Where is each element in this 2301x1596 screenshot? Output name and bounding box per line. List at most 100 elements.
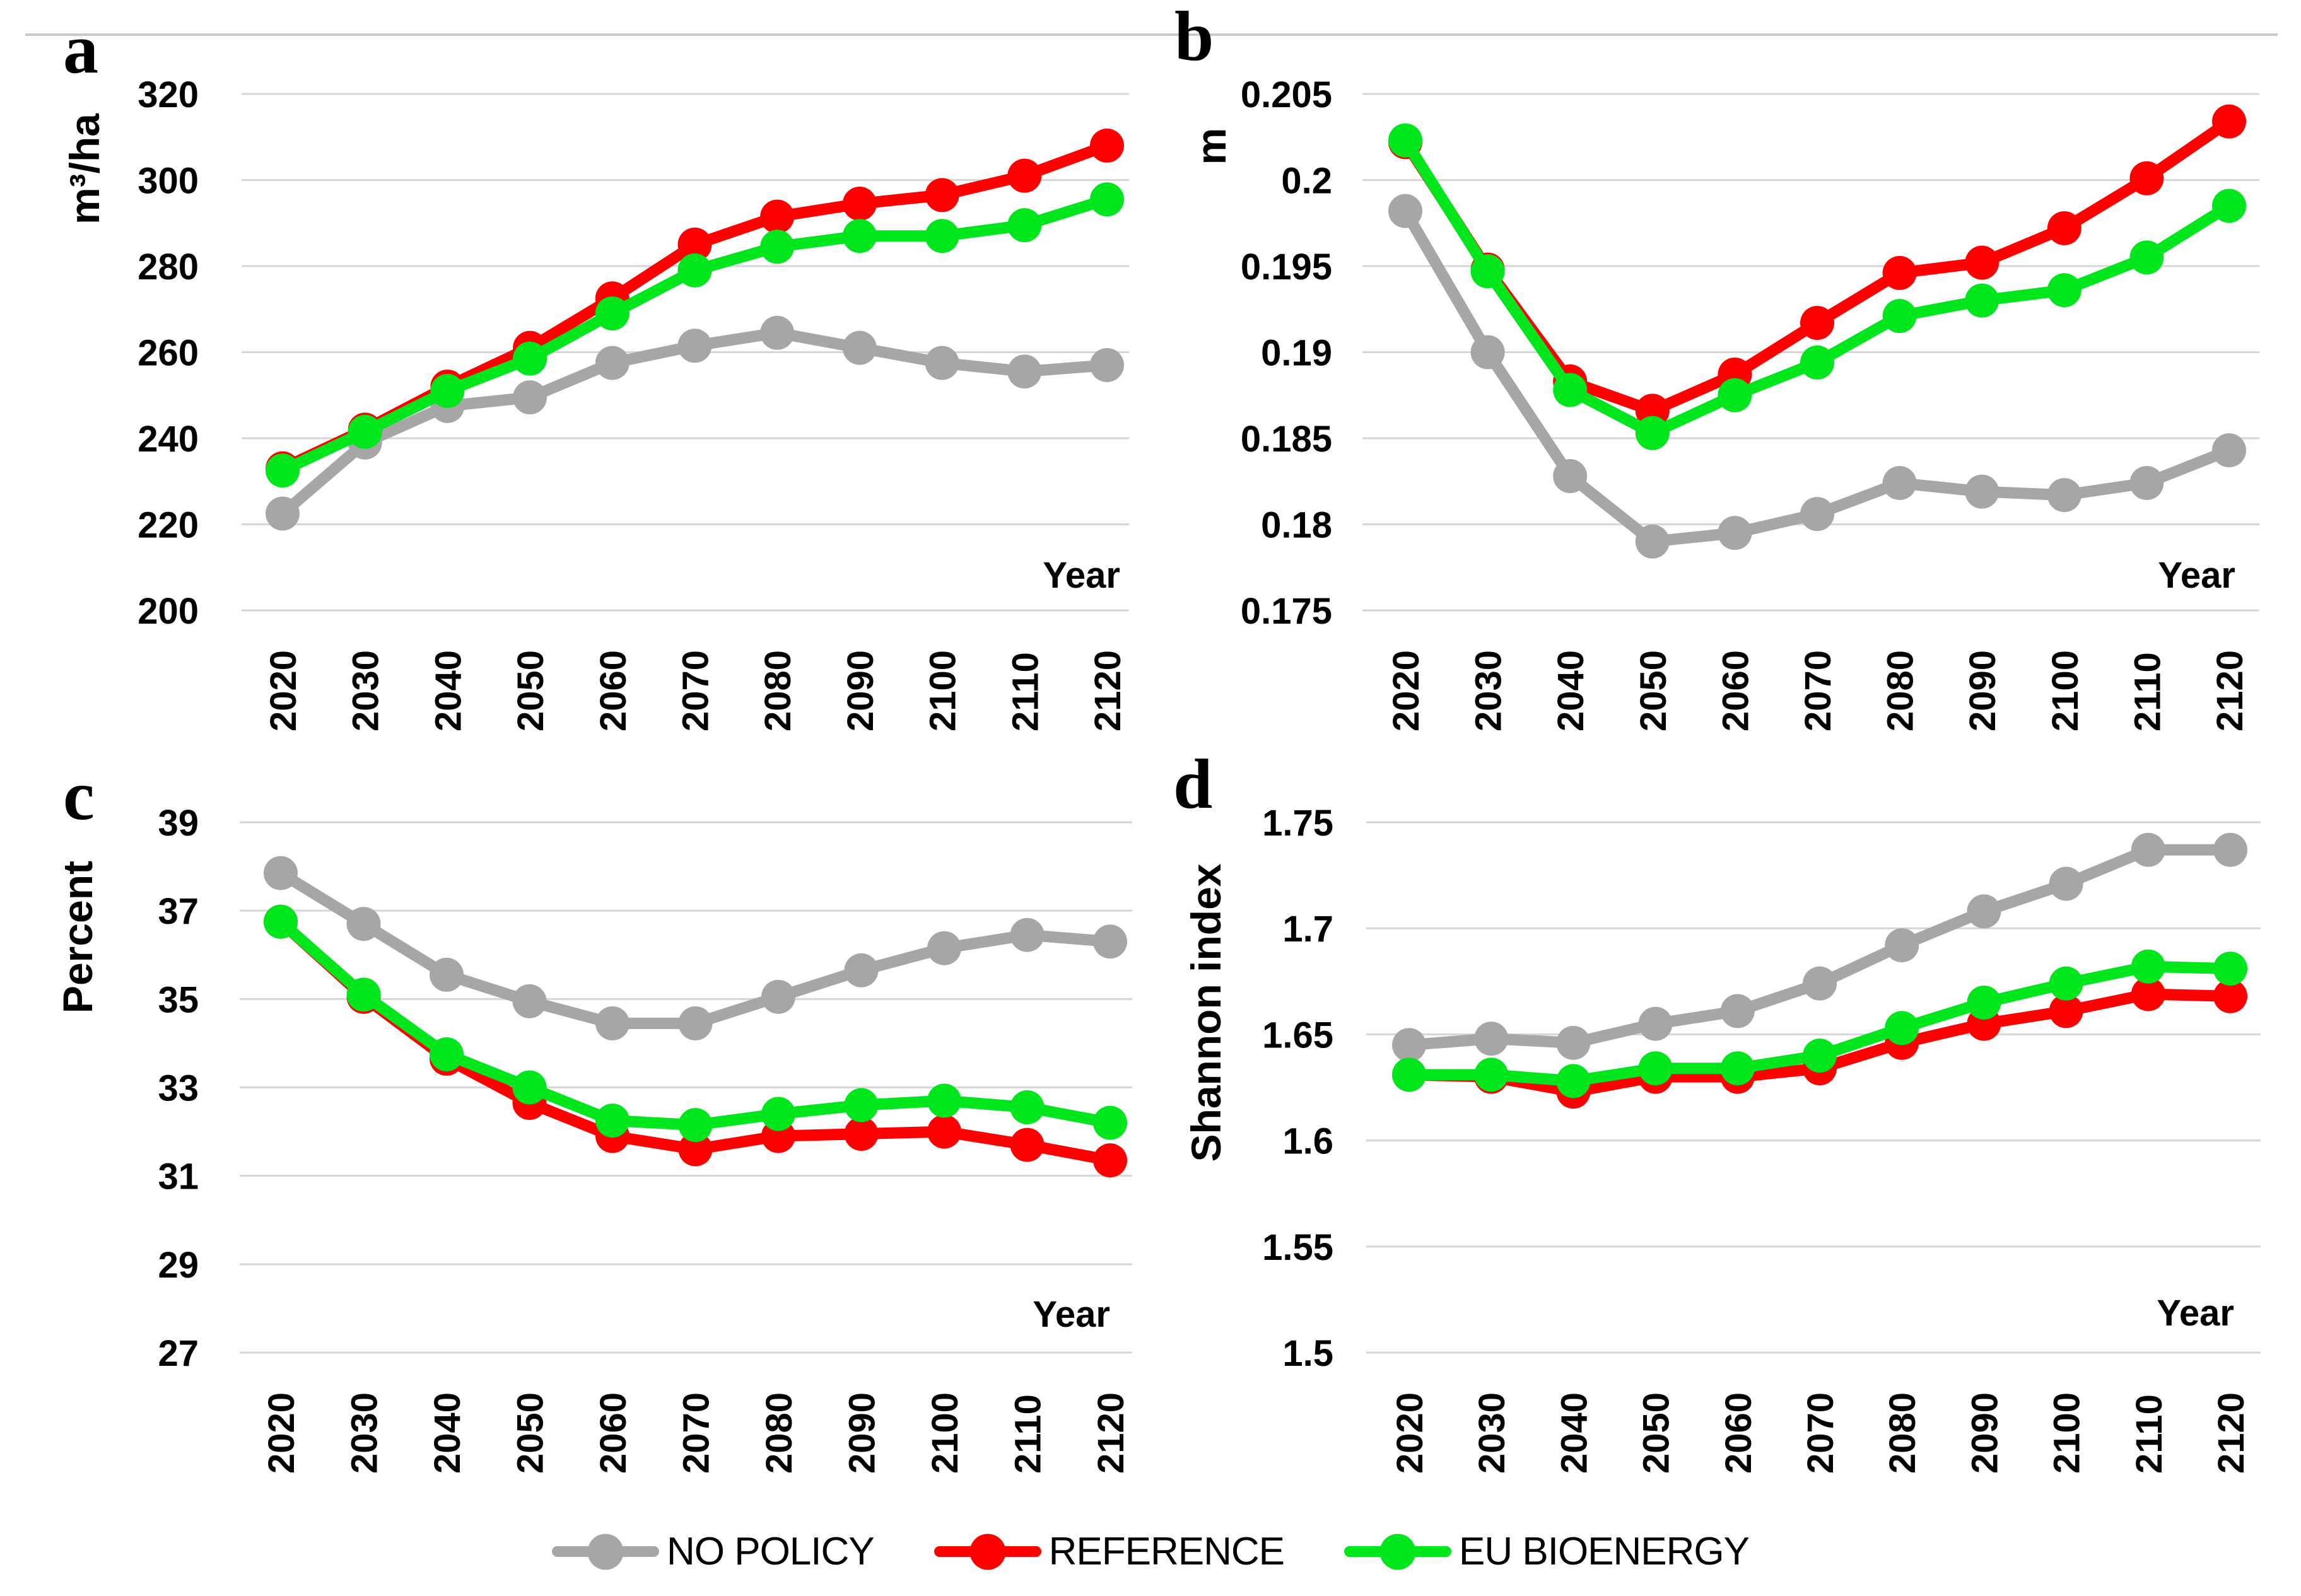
data-point — [2047, 211, 2081, 245]
data-point — [1010, 1090, 1045, 1125]
data-point — [760, 315, 795, 350]
legend-item-eu-bioenergy: EU BIOENERGY — [1344, 1529, 1750, 1573]
data-point — [1010, 917, 1045, 952]
data-point — [1885, 928, 1919, 963]
y-tick-label: 1.65 — [1262, 1015, 1333, 1056]
y-tick-label: 260 — [138, 333, 199, 374]
data-point — [2212, 189, 2246, 223]
legend: NO POLICY REFERENCE EU BIOENERGY — [0, 1507, 2301, 1596]
data-point — [346, 977, 381, 1012]
data-point — [678, 1006, 713, 1040]
data-point — [842, 330, 877, 365]
data-point — [2049, 994, 2083, 1028]
data-point — [1803, 1039, 1837, 1073]
data-point — [1718, 378, 1752, 412]
y-tick-label: 33 — [158, 1068, 199, 1109]
x-tick-label: 2050 — [510, 650, 551, 731]
legend-item-no-policy: NO POLICY — [551, 1529, 875, 1573]
data-point — [844, 953, 879, 987]
y-tick-label: 1.6 — [1282, 1121, 1333, 1162]
data-point — [2213, 952, 2247, 986]
y-tick-label: 1.7 — [1282, 909, 1333, 950]
legend-label: REFERENCE — [1048, 1529, 1285, 1573]
y-tick-label: 39 — [158, 803, 199, 844]
x-tick-label: 2070 — [676, 1392, 717, 1474]
y-tick-label: 31 — [158, 1156, 199, 1197]
x-tick-label: 2070 — [1800, 1392, 1841, 1474]
data-point — [678, 1132, 713, 1167]
chart-canvas-b: 0.175 0.18 0.185 0.19 0.195 0.2 0.205 2020 2030 2… — [1241, 74, 2259, 731]
legend-label: EU BIOENERGY — [1459, 1529, 1750, 1573]
data-point — [430, 373, 465, 408]
y-tick-label: 280 — [138, 247, 199, 288]
data-point — [1392, 1028, 1426, 1063]
y-tick-label: 0.205 — [1241, 74, 1332, 115]
data-point — [677, 227, 712, 262]
data-point — [1556, 1064, 1591, 1098]
data-point — [1010, 1127, 1045, 1162]
x-axis-title-d: Year — [2157, 1293, 2234, 1334]
y-tick-label: 1.75 — [1262, 803, 1333, 844]
legend-item-reference: REFERENCE — [934, 1529, 1285, 1573]
data-point — [760, 199, 795, 234]
data-point — [1007, 208, 1042, 243]
data-point — [925, 219, 959, 253]
data-point — [1093, 924, 1127, 959]
legend-line-marker — [1344, 1534, 1452, 1570]
data-point — [1388, 194, 1422, 228]
x-tick-label: 2080 — [1882, 1392, 1923, 1474]
x-tick-label: 2020 — [263, 650, 304, 731]
data-point — [2131, 832, 2165, 867]
data-point — [1553, 373, 1588, 407]
x-tick-label: 2100 — [925, 1392, 966, 1474]
data-point — [430, 1037, 464, 1071]
data-point — [1965, 283, 1999, 318]
legend-label: NO POLICY — [666, 1529, 875, 1573]
data-point — [1392, 1057, 1426, 1092]
data-point — [1882, 465, 1917, 500]
chart-canvas-d: 1.5 1.55 1.6 1.65 1.7 1.75 2020 2030 2040 2050 206… — [1262, 803, 2261, 1474]
x-tick-label: 2100 — [2047, 1392, 2088, 1474]
x-axis-title-a: Year — [1043, 555, 1120, 596]
data-point — [512, 1070, 547, 1105]
panel-a: 200 220 240 260 280 300 320 2020 2030 2040 2050 206… — [0, 0, 1150, 744]
x-tick-label: 2070 — [1798, 650, 1839, 731]
data-point — [1635, 524, 1670, 559]
x-tick-label: 2020 — [1390, 1392, 1431, 1474]
data-point — [844, 1088, 879, 1122]
data-point — [430, 957, 464, 992]
panel-c: 27 29 31 33 35 37 39 2020 2030 2040 2050 2060 2070 20… — [0, 744, 1150, 1507]
y-tick-label: 0.175 — [1241, 591, 1332, 632]
data-point — [1556, 1025, 1591, 1060]
x-tick-label: 2120 — [1091, 1392, 1132, 1474]
chart-canvas-a: 200 220 240 260 280 300 320 2020 2030 2040 2050 206… — [138, 74, 1129, 731]
panel-label-d: d — [1173, 745, 1213, 824]
data-point — [1007, 158, 1042, 193]
data-point — [512, 984, 547, 1018]
data-point — [2129, 465, 2164, 500]
data-point — [1093, 1143, 1127, 1178]
data-point — [1803, 966, 1837, 1001]
panel-b: 0.175 0.18 0.185 0.19 0.195 0.2 0.205 2020 2030 2… — [1150, 0, 2301, 744]
x-tick-label: 2060 — [593, 650, 634, 731]
x-tick-label: 2110 — [1005, 652, 1046, 731]
data-point — [2131, 977, 2165, 1011]
data-point — [927, 1083, 961, 1118]
series-line-no-policy — [1403, 844, 2236, 1051]
data-point — [2213, 979, 2247, 1013]
data-point — [842, 187, 877, 221]
data-point — [1638, 1006, 1673, 1041]
data-point — [1093, 1105, 1127, 1140]
data-point — [2049, 966, 2083, 1001]
data-point — [2047, 273, 2081, 308]
data-point — [1882, 299, 1917, 334]
y-axis-title-b: m — [1188, 127, 1234, 165]
x-tick-label: 2090 — [840, 650, 881, 731]
x-tick-label: 2090 — [1962, 650, 2003, 731]
data-point — [346, 907, 381, 941]
data-point — [266, 496, 300, 531]
y-tick-label: 35 — [158, 979, 199, 1020]
data-point — [1007, 354, 1042, 389]
data-point — [1090, 182, 1124, 217]
